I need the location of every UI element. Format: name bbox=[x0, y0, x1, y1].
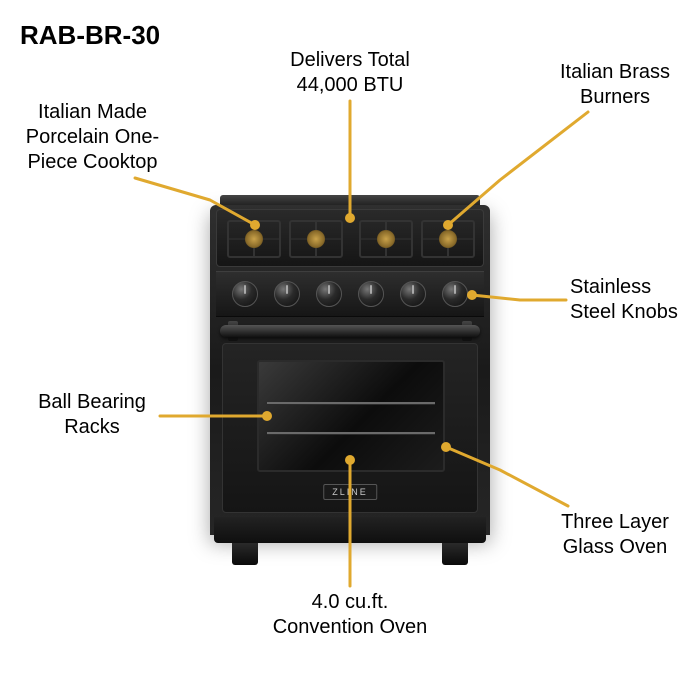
product-code-title: RAB-BR-30 bbox=[20, 20, 160, 51]
callout-glass: Three Layer Glass Oven bbox=[535, 510, 695, 560]
callout-convection: 4.0 cu.ft. Convention Oven bbox=[245, 590, 455, 640]
control-panel bbox=[216, 271, 484, 317]
burner-grate bbox=[227, 220, 281, 258]
oven-handle bbox=[220, 325, 480, 337]
burner-grate bbox=[289, 220, 343, 258]
oven-rack bbox=[267, 432, 435, 434]
range-foot bbox=[232, 543, 258, 565]
control-knob bbox=[358, 281, 384, 307]
control-knob bbox=[442, 281, 468, 307]
callout-cooktop: Italian Made Porcelain One- Piece Cookto… bbox=[5, 100, 180, 175]
control-knob bbox=[316, 281, 342, 307]
range-cooktop bbox=[216, 209, 484, 267]
control-knob bbox=[400, 281, 426, 307]
callout-btu: Delivers Total 44,000 BTU bbox=[260, 48, 440, 98]
oven-rack bbox=[267, 402, 435, 404]
control-knob bbox=[232, 281, 258, 307]
burner-grate bbox=[421, 220, 475, 258]
oven-window bbox=[257, 360, 445, 472]
range-foot bbox=[442, 543, 468, 565]
brand-logo: ZLINE bbox=[323, 484, 377, 500]
burner-grate bbox=[359, 220, 413, 258]
callout-racks: Ball Bearing Racks bbox=[12, 390, 172, 440]
kick-plate bbox=[214, 517, 486, 543]
control-knob bbox=[274, 281, 300, 307]
range-illustration: ZLINE bbox=[210, 165, 490, 565]
callout-burners: Italian Brass Burners bbox=[540, 60, 690, 110]
oven-door: ZLINE bbox=[222, 343, 478, 513]
callout-knobs: Stainless Steel Knobs bbox=[570, 275, 700, 325]
